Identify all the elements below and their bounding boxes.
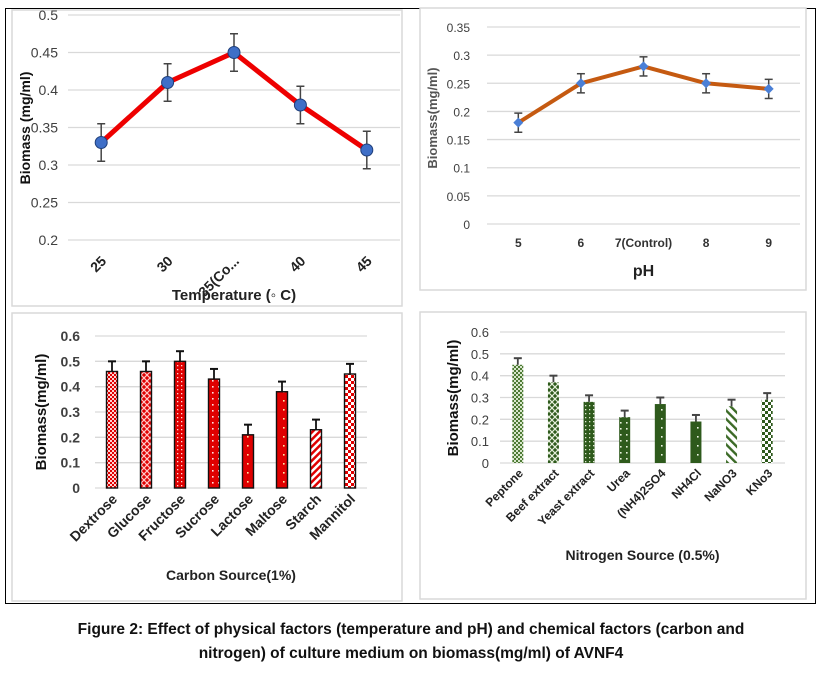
- figure-caption: Figure 2: Effect of physical factors (te…: [0, 618, 822, 666]
- y-tick-label: 0.25: [447, 77, 471, 91]
- bar: [512, 364, 524, 463]
- y-tick-label: 0.3: [453, 49, 470, 63]
- y-tick-label: 0.3: [471, 391, 489, 406]
- y-tick-label: 0.6: [61, 328, 81, 344]
- bar: [309, 429, 323, 489]
- y-tick-label: 0.2: [471, 412, 489, 427]
- x-tick-label: 7(Control): [615, 236, 672, 250]
- y-tick-label: 0.25: [31, 195, 58, 211]
- y-tick-label: 0.2: [61, 429, 81, 445]
- y-tick-label: 0.3: [61, 404, 81, 420]
- y-axis-label: Biomass(mg/ml): [425, 67, 440, 168]
- y-tick-label: 0: [72, 480, 80, 496]
- bar: [173, 360, 187, 489]
- y-tick-label: 0.05: [447, 190, 471, 204]
- bar: [654, 404, 666, 463]
- caption-line-1: Figure 2: Effect of physical factors (te…: [77, 621, 745, 638]
- bar: [619, 417, 631, 463]
- y-tick-label: 0: [463, 218, 470, 232]
- panel-temperature-frame: [11, 9, 403, 307]
- y-tick-label: 0.35: [447, 21, 471, 35]
- y-tick-label: 0.4: [471, 369, 489, 384]
- y-tick-label: 0.1: [453, 162, 470, 176]
- caption-line-2: nitrogen) of culture medium on biomass(m…: [198, 645, 624, 662]
- bar: [105, 370, 119, 489]
- y-axis-label: Biomass(mg/ml): [445, 340, 462, 457]
- bar: [726, 406, 738, 463]
- data-point: [763, 83, 774, 94]
- data-point: [293, 98, 307, 112]
- y-tick-label: 0.5: [471, 347, 489, 362]
- y-axis-label: Biomass(mg/ml): [33, 354, 50, 471]
- bar: [547, 382, 559, 463]
- x-axis-label: Nitrogen Source (0.5%): [565, 547, 719, 563]
- figure-frame: [5, 8, 816, 604]
- y-tick-label: 0.2: [453, 105, 470, 119]
- data-point: [701, 78, 712, 89]
- data-point: [161, 76, 175, 89]
- chart-ph: 0 0.05 0.1 0.15 0.2 0.25 0.3 0.35 Biomass(mg/ml)…: [425, 21, 800, 280]
- y-tick-label: 0.15: [447, 134, 471, 148]
- panel-ph-frame: [419, 7, 807, 291]
- bar: [761, 399, 773, 463]
- data-point: [227, 46, 241, 59]
- bar: [275, 391, 289, 489]
- x-axis-label: pH: [633, 263, 654, 280]
- y-tick-label: 0.3: [39, 157, 59, 173]
- y-tick-label: 0.2: [39, 232, 59, 248]
- data-point: [638, 61, 649, 72]
- x-axis-label: Temperature (◦ C): [172, 287, 296, 304]
- x-tick-label: 9: [765, 236, 772, 250]
- x-tick-label: 5: [515, 236, 522, 250]
- bar: [343, 373, 357, 489]
- panel-nitrogen-frame: [419, 311, 807, 600]
- data-point: [575, 78, 586, 89]
- y-tick-label: 0.1: [61, 455, 81, 471]
- y-tick-label: 0.35: [31, 120, 58, 136]
- y-tick-label: 0.45: [31, 45, 58, 61]
- y-tick-label: 0.5: [39, 7, 59, 23]
- y-tick-label: 0: [482, 456, 489, 471]
- data-point: [360, 143, 374, 157]
- bar: [690, 421, 702, 463]
- y-axis-label: Biomass (mg/ml): [17, 72, 33, 185]
- y-tick-label: 0.5: [61, 353, 81, 369]
- y-tick-label: 0.4: [61, 379, 81, 395]
- bar: [241, 434, 255, 489]
- bar: [207, 378, 221, 489]
- x-axis-label: Carbon Source(1%): [166, 567, 296, 583]
- x-tick-label: 6: [578, 236, 585, 250]
- data-point: [94, 136, 108, 149]
- x-tick-label: 8: [703, 236, 710, 250]
- y-tick-label: 0.6: [471, 325, 489, 340]
- data-point: [513, 117, 524, 128]
- bar: [139, 370, 153, 489]
- y-tick-label: 0.1: [471, 434, 489, 449]
- y-tick-label: 0.4: [39, 82, 59, 98]
- bar: [583, 401, 595, 463]
